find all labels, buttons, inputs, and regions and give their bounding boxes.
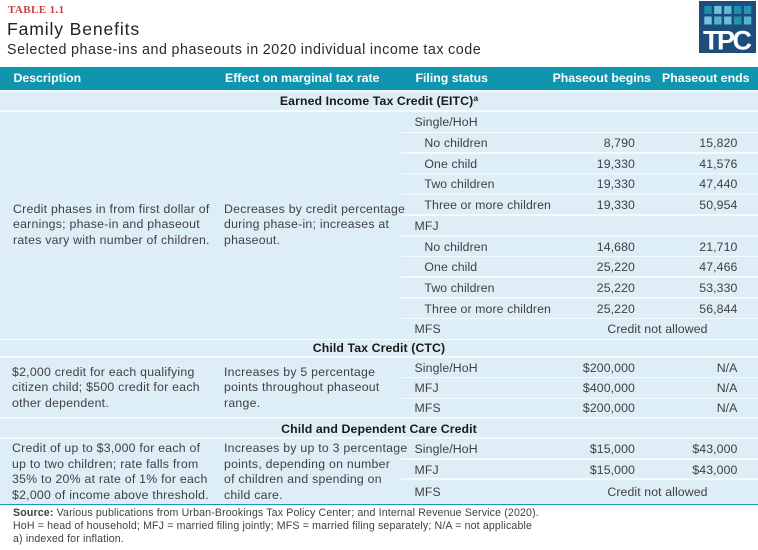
svg-text:TPC: TPC	[703, 26, 752, 54]
